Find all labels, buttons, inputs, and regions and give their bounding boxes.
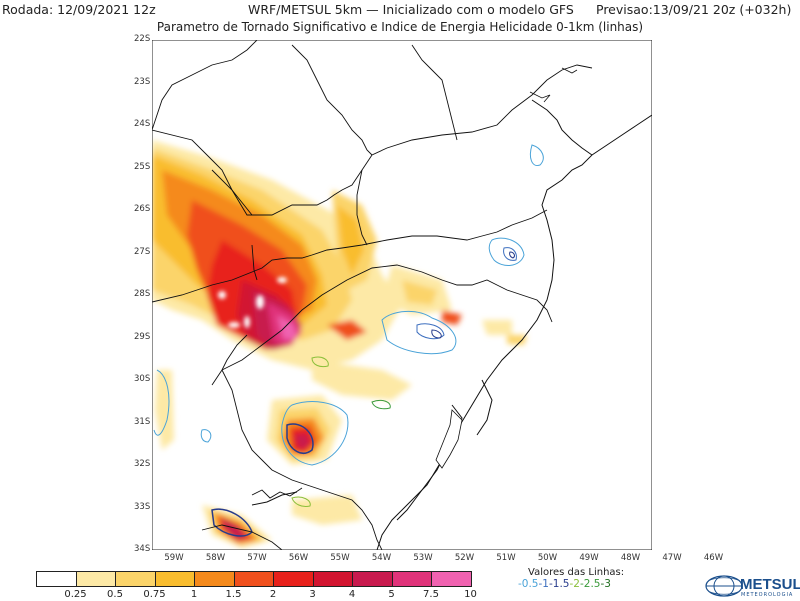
colorbar-swatch [115, 571, 156, 587]
lon-tick-label: 55W [330, 553, 350, 563]
colorbar-swatch [194, 571, 235, 587]
lat-tick-label: 27S [134, 246, 151, 257]
coast-detail-3 [251, 487, 303, 499]
line-legend-value: -1 [538, 578, 549, 590]
colorbar-swatch [75, 571, 116, 587]
map-subtitle: Parametro de Tornado Significativo e Ind… [156, 20, 644, 34]
lat-tick-label: 31S [134, 416, 151, 427]
coast-detail [561, 67, 578, 74]
lon-tick-label: 51W [496, 553, 516, 563]
line-legend-value: -2.5 [579, 578, 601, 590]
stp-shaded-field [152, 140, 527, 548]
metsul-logo-tagline: METEOROLOGIA [741, 592, 794, 598]
line-legend-value: -0.5 [518, 578, 539, 590]
lon-tick-label: 50W [537, 553, 558, 563]
line-legend-title: Valores das Linhas: [528, 567, 625, 578]
lon-tick-label: 49W [579, 553, 599, 563]
line-legend-value: -2 [569, 578, 580, 590]
colorbar-label: 0.75 [143, 589, 166, 600]
colorbar-label: 7.5 [423, 589, 439, 600]
lon-tick-label: 57W [247, 553, 267, 563]
lat-tick-label: 25S [134, 161, 151, 172]
lat-tick-label: 23S [134, 76, 151, 87]
metsul-logo-text: METSUL [740, 576, 800, 593]
colorbar-label: 2 [269, 589, 277, 600]
coast-detail-2 [529, 91, 551, 103]
lon-tick-label: 56W [288, 553, 309, 563]
lon-tick-label: 54W [371, 553, 392, 563]
lat-tick-label: 28S [134, 289, 151, 299]
colorbar-label: 1.5 [225, 589, 242, 600]
colorbar-label: 0.25 [64, 589, 87, 600]
colorbar-swatch [154, 571, 195, 587]
colorbar-swatch [233, 571, 274, 587]
colorbar-label: 1 [190, 589, 198, 600]
colorbar-label: 3 [309, 589, 316, 600]
lat-tick-label: 24S [134, 119, 151, 129]
lon-tick-label: 47W [662, 553, 682, 563]
lon-tick-label: 59W [164, 553, 184, 563]
lon-tick-label: 52W [454, 553, 475, 563]
colorbar-swatch [36, 571, 77, 587]
model-title: WRF/METSUL 5km — Inicializado com o mode… [248, 2, 574, 17]
lon-tick-label: 46W [703, 553, 724, 563]
colorbar-label: 5 [388, 589, 395, 600]
line-legend-value: -1.5 [548, 578, 570, 590]
lat-tick-label: 26S [134, 204, 151, 214]
lat-tick-label: 30S [134, 374, 151, 384]
line-legend-values: -0.5-1-1.5-2-2.5-3 [518, 578, 611, 590]
helicity-contours [153, 144, 544, 537]
lat-tick-label: 33S [134, 501, 151, 512]
lat-tick-label: 32S [134, 459, 151, 469]
run-time-label: Rodada: 12/09/2021 12z [2, 2, 156, 17]
forecast-map [152, 40, 652, 550]
lagoon [435, 409, 463, 469]
colorbar-swatch [312, 571, 353, 587]
lon-tick-label: 58W [205, 553, 226, 563]
lon-tick-label: 53W [413, 553, 433, 563]
colorbar-label: 0.5 [107, 589, 123, 600]
colorbar-swatch [391, 571, 432, 587]
line-legend-value: -3 [600, 578, 611, 590]
colorbar-label: 4 [348, 589, 356, 600]
metsul-globe-icon [705, 575, 743, 597]
colorbar-swatch [431, 571, 472, 587]
colorbar-swatch [273, 571, 314, 587]
lat-tick-label: 22S [134, 34, 151, 44]
political-borders [152, 40, 593, 550]
colorbar-label: 10 [464, 589, 477, 600]
lat-tick-label: 34S [134, 544, 151, 554]
lon-tick-label: 48W [620, 553, 641, 563]
forecast-time-label: Previsao:13/09/21 20z (+032h) [596, 2, 792, 17]
lat-tick-label: 29S [134, 331, 151, 342]
colorbar-swatch [352, 571, 393, 587]
